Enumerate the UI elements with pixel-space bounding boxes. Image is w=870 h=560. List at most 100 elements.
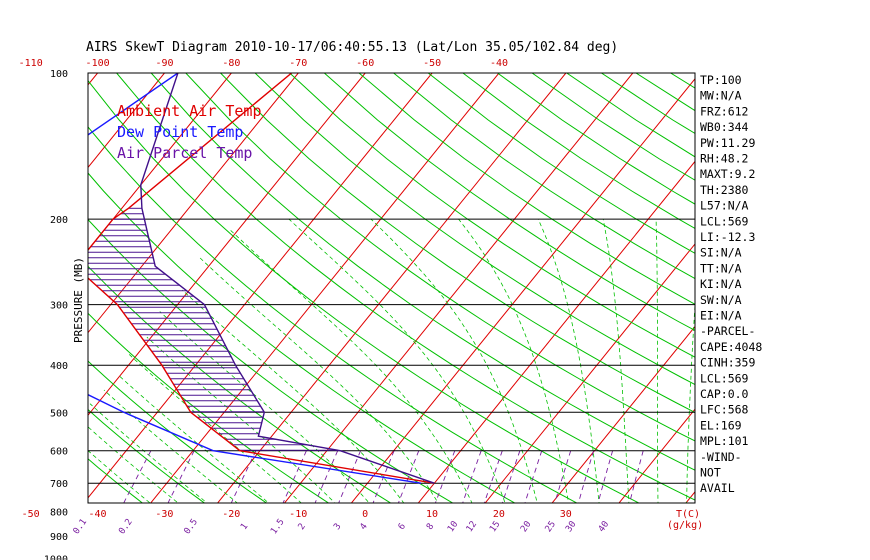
mixing-ratio-line (167, 450, 195, 503)
mixing-ratio-line (483, 450, 503, 503)
isotherm-line (484, 243, 695, 503)
index-entry: EI:N/A (700, 309, 742, 323)
index-entry: MAXT:9.2 (700, 167, 755, 181)
index-entry: LI:-12.3 (700, 230, 755, 244)
isotherm-line (88, 73, 366, 417)
moist-adiabat-line (602, 219, 630, 503)
moist-adiabat-line (128, 354, 302, 503)
mixing-ratio-label: 6 (397, 522, 408, 532)
index-entry: LCL:569 (700, 371, 749, 385)
dry-adiabat-line (88, 408, 206, 503)
moist-adiabat-line (537, 218, 600, 503)
mixing-ratio-line (282, 450, 307, 503)
mixing-ratio-label: 15 (488, 520, 502, 535)
mixing-ratio-line (123, 450, 152, 503)
moist-adiabat-line (118, 375, 270, 503)
moist-adiabat-line (103, 389, 238, 503)
index-entry: TP:100 (700, 73, 742, 87)
dry-adiabat-line (185, 73, 695, 442)
mixing-ratio-label: 10 (446, 520, 460, 535)
moist-adiabat-line (88, 450, 151, 503)
index-entry: PW:11.29 (700, 136, 755, 150)
temp-tick-top-label: -50 (423, 58, 441, 69)
dry-adiabat-line (150, 73, 695, 471)
isotherm-line (283, 73, 634, 503)
legend-entry: Air Parcel Temp (117, 144, 252, 162)
index-entry: RH:48.2 (700, 152, 748, 166)
isotherm-line (767, 73, 870, 560)
index-entry: SI:N/A (700, 246, 742, 260)
temp-tick-bottom-label: 10 (426, 509, 438, 520)
mixing-ratio-line (462, 450, 482, 503)
isotherm-line (150, 73, 500, 503)
pressure-tick-label: 800 (50, 507, 68, 518)
pressure-tick-label: 600 (50, 447, 68, 458)
dry-adiabat-line (88, 218, 454, 503)
mixing-ratio-label: 3 (332, 522, 343, 532)
mixing-ratio-label: 8 (425, 522, 436, 532)
mixing-ratio-label: 20 (519, 520, 533, 535)
index-entry: LCL:569 (700, 214, 749, 228)
index-entry: WB0:344 (700, 120, 749, 134)
isotherm-line (417, 160, 695, 503)
moist-adiabat-line (146, 336, 336, 503)
moist-adiabat-line (370, 218, 538, 503)
mixing-ratio-label: 30 (564, 520, 578, 535)
index-entry: CAP:0.0 (700, 387, 749, 401)
mixing-ratio-line (577, 450, 595, 503)
dry-adiabat-line (0, 73, 30, 560)
isotherm-line (88, 73, 433, 499)
pressure-tick-label: 400 (50, 361, 68, 372)
dry-adiabat-line (88, 265, 392, 503)
moist-adiabat-line (159, 311, 370, 503)
dry-adiabat-line (323, 73, 695, 332)
temp-tick-bottom-label: 20 (493, 509, 505, 520)
index-entry: -WIND- (700, 450, 742, 464)
mixing-ratio-line (434, 450, 456, 503)
mixing-ratio-line (314, 450, 339, 503)
dry-adiabat-line (289, 73, 695, 358)
index-entry: CINH:359 (700, 356, 755, 370)
dry-adiabat-line (88, 312, 330, 503)
temp-tick-top-label: -110 (19, 58, 43, 69)
temp-tick-bottom-label: 30 (560, 509, 572, 520)
mixing-ratio-line (629, 450, 644, 503)
pressure-tick-label: 200 (50, 215, 68, 226)
dry-adiabat-line (88, 172, 516, 503)
temp-tick-bottom-label: -30 (155, 509, 173, 520)
isotherm-line (551, 325, 695, 503)
mixing-ratio-line (230, 450, 257, 503)
index-entry: TH:2380 (700, 183, 749, 197)
mixing-ratio-label: 1 (239, 522, 250, 532)
pressure-tick-label: 900 (50, 532, 68, 543)
index-entry: LFC:568 (700, 403, 749, 417)
pressure-tick-label: 700 (50, 479, 68, 490)
index-entry: MW:N/A (700, 89, 742, 103)
index-entry: L57:N/A (700, 199, 749, 213)
temp-tick-bottom-label: -40 (88, 509, 106, 520)
isotherm-line (88, 73, 299, 334)
moist-adiabat-line (767, 219, 807, 560)
temp-tick-bottom-label: -10 (289, 509, 307, 520)
dewpoint-temp-line (88, 73, 422, 484)
index-entry: FRZ:612 (700, 104, 748, 118)
index-entry: SW:N/A (700, 293, 742, 307)
mixing-ratio-label: 2 (297, 522, 308, 532)
pressure-tick-label: 300 (50, 301, 68, 312)
mixing-ratio-label: 0.1 (72, 517, 90, 536)
dry-adiabat-line (358, 73, 695, 305)
moist-adiabat-line (288, 218, 506, 503)
dry-adiabat-line (116, 73, 695, 501)
mixing-ratio-line (597, 450, 614, 503)
pressure-tick-label: 100 (50, 69, 68, 80)
ambient-temp-line (88, 73, 435, 484)
x-axis-label: T(C) (676, 509, 700, 520)
index-entry: KI:N/A (700, 277, 742, 291)
isotherm-line (88, 73, 232, 251)
temp-tick-top-label: -80 (222, 58, 240, 69)
mixing-ratio-unit: (g/kg) (667, 520, 703, 531)
index-entry: MPL:101 (700, 434, 749, 448)
index-entry: NOT (700, 466, 721, 480)
isotherm-line (618, 408, 695, 503)
